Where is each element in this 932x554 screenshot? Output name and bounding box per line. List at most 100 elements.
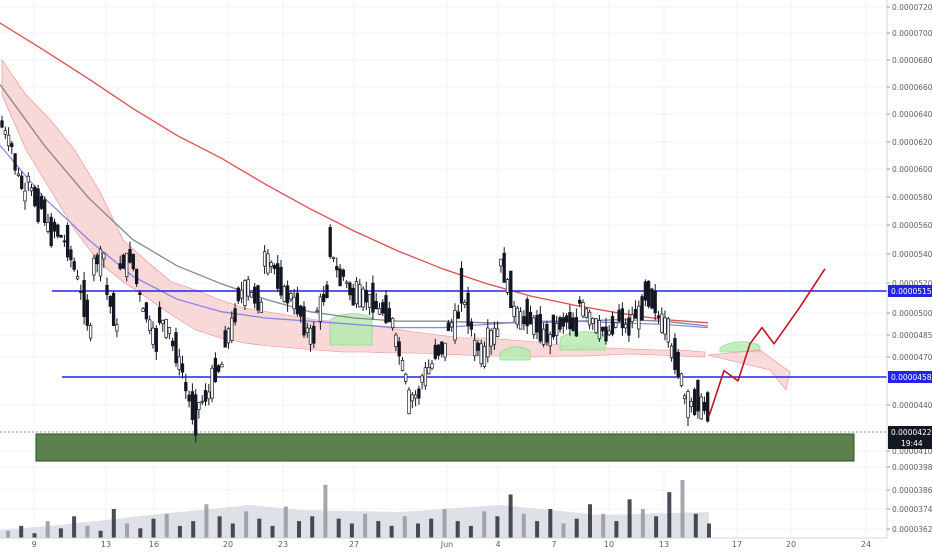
candle-body	[384, 295, 388, 324]
candle-body	[167, 326, 172, 335]
y-tick-label: 0.0000440	[892, 401, 932, 410]
candle-body	[131, 253, 135, 270]
candle-body	[144, 302, 149, 320]
moving-average-line	[0, 22, 709, 324]
candle-body	[75, 276, 80, 280]
volume-bar	[177, 525, 182, 538]
candle-body	[216, 365, 221, 372]
volume-bar	[429, 518, 434, 538]
volume-bar	[588, 504, 592, 538]
candle-body	[3, 130, 7, 135]
candle-body	[482, 345, 487, 367]
candle-body	[82, 279, 86, 317]
candle-body	[266, 253, 270, 274]
candle-body	[489, 330, 493, 347]
candle-body	[16, 173, 21, 176]
candle-body	[679, 373, 684, 387]
candle-body	[541, 328, 546, 345]
candle-body	[210, 367, 214, 399]
volume-bar	[707, 523, 711, 538]
candle-body	[56, 224, 60, 237]
candle-body	[295, 292, 300, 315]
candle-body	[469, 321, 474, 330]
candle-body	[660, 313, 664, 333]
candle-body	[213, 357, 218, 382]
candle-body	[59, 235, 63, 238]
candle-body	[6, 134, 11, 147]
candle-body	[502, 252, 506, 283]
y-tick-label: 0.0000374	[892, 505, 932, 514]
x-tick-label: 17	[732, 540, 742, 549]
candle-body	[407, 389, 411, 414]
candle-body	[653, 290, 657, 314]
candle-body	[223, 330, 227, 348]
candle-body	[640, 296, 644, 321]
candle-body	[299, 305, 303, 317]
candle-body	[13, 153, 17, 171]
candle-body	[633, 308, 638, 319]
x-tick-label: 20	[786, 540, 796, 549]
volume-bar	[521, 513, 526, 538]
candle-body	[604, 326, 608, 342]
volume-bar	[230, 523, 235, 538]
candle-body	[292, 296, 296, 310]
candle-body	[666, 318, 670, 343]
demand-zone	[35, 433, 855, 462]
candle-body	[26, 175, 30, 183]
candle-body	[656, 315, 661, 318]
candle-body	[512, 305, 516, 317]
candle-body	[591, 318, 595, 324]
candle-body	[312, 325, 316, 344]
candle-body	[584, 308, 588, 318]
candle-body	[269, 262, 273, 267]
price-tag-label: 0.0000422	[891, 428, 932, 437]
volume-bar	[19, 525, 24, 538]
candle-body	[404, 373, 408, 382]
candle-body	[171, 340, 175, 347]
x-tick-label: 7	[551, 540, 556, 549]
candle-body	[706, 392, 710, 422]
candle-body	[354, 281, 359, 305]
candle-body	[92, 257, 96, 276]
volume-bar	[561, 523, 566, 538]
y-tick-label: 0.0000398	[892, 463, 932, 472]
candle-body	[184, 382, 188, 392]
candle-body	[259, 301, 263, 313]
candle-body	[161, 319, 165, 325]
y-tick-label: 0.0000540	[892, 250, 932, 259]
volume-bar	[654, 516, 659, 539]
candle-body	[413, 394, 418, 399]
candle-body	[367, 293, 372, 308]
volume-bar	[349, 523, 354, 538]
volume-bar	[270, 525, 275, 538]
volume-bar	[336, 518, 341, 538]
candle-body	[157, 306, 162, 323]
volume-bar	[376, 521, 381, 538]
candle-body	[646, 280, 651, 307]
candle-body	[535, 314, 539, 333]
x-tick-label: 27	[349, 540, 359, 549]
candle-body	[663, 317, 667, 335]
candle-body	[669, 345, 674, 359]
candle-body	[69, 249, 73, 261]
candle-body	[551, 314, 556, 338]
candle-body	[466, 292, 470, 327]
volume-bar	[389, 525, 394, 538]
candle-body	[253, 286, 257, 304]
candle-body	[351, 287, 355, 306]
candle-body	[331, 256, 336, 259]
candle-body	[473, 339, 477, 357]
candle-body	[128, 248, 132, 263]
candle-body	[492, 327, 497, 345]
y-tick-label: 0.0000600	[892, 165, 932, 174]
candle-body	[335, 266, 339, 271]
volume-bar	[111, 509, 116, 538]
volume-bar	[244, 511, 249, 538]
volume-bar	[257, 518, 262, 538]
cloud-bullish	[499, 346, 531, 361]
candle-body	[315, 310, 319, 313]
candle-body	[226, 328, 231, 344]
candle-body	[689, 400, 693, 407]
candle-body	[102, 252, 106, 260]
